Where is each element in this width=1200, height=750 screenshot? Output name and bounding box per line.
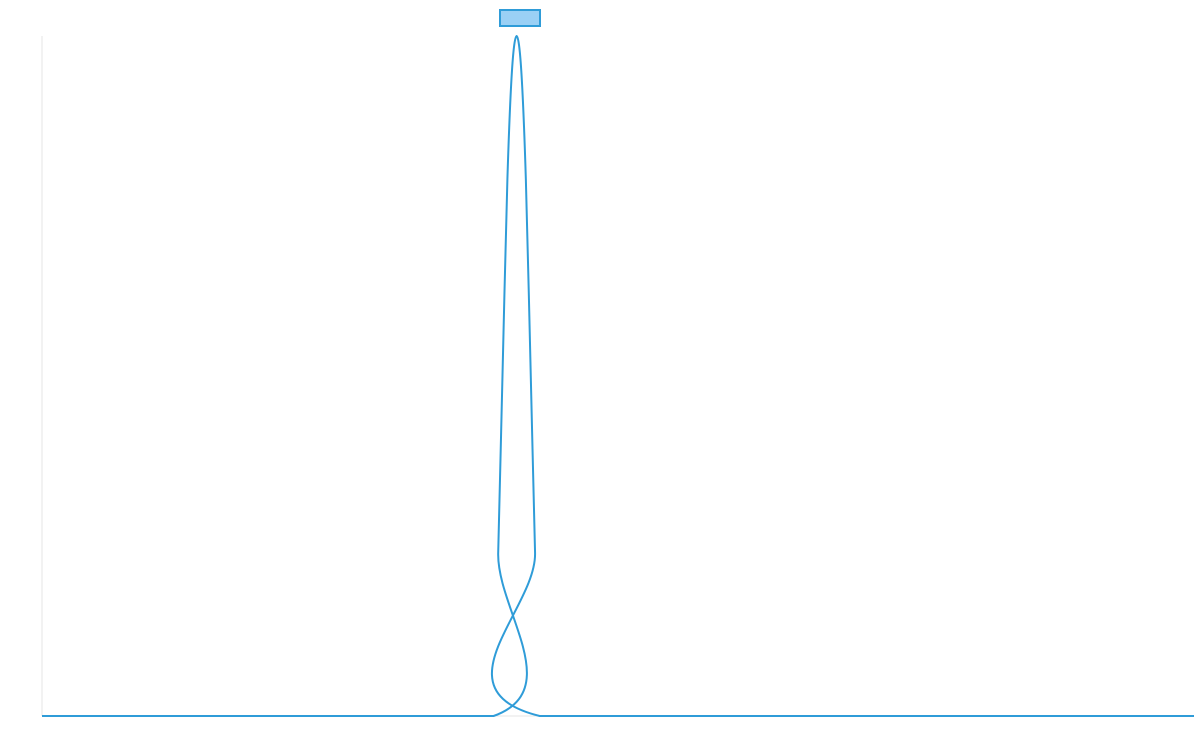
series-layer: [42, 35, 1194, 718]
legend-swatch-0[interactable]: [499, 9, 541, 27]
series-line-0: [42, 35, 1194, 718]
legend[interactable]: [499, 9, 541, 27]
